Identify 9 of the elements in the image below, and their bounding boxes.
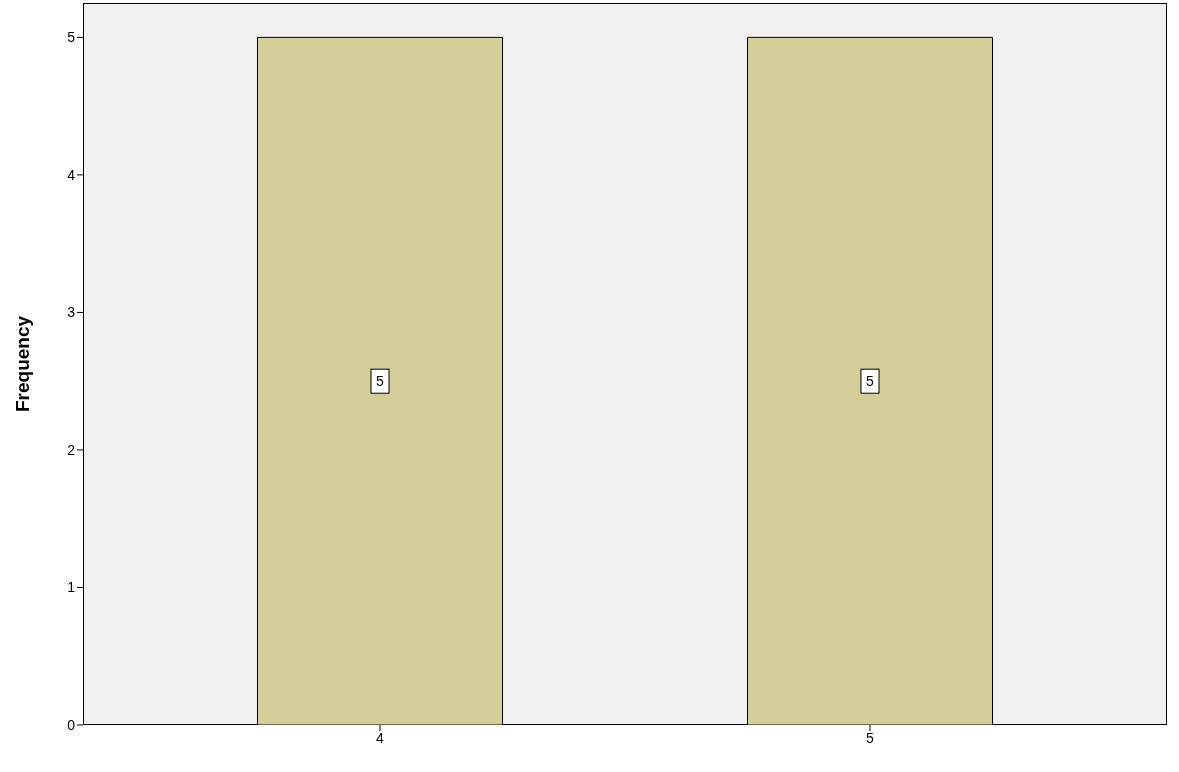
- y-tick-label: 0: [67, 716, 76, 733]
- y-tick-label: 2: [67, 441, 76, 458]
- data-label: 5: [866, 373, 875, 390]
- y-tick-label: 5: [67, 29, 76, 46]
- y-axis-title: Frequency: [11, 315, 33, 413]
- y-tick-label: 3: [67, 304, 76, 321]
- y-tick-label: 4: [67, 166, 76, 183]
- y-tick-label: 1: [67, 579, 76, 596]
- data-label: 5: [376, 373, 385, 390]
